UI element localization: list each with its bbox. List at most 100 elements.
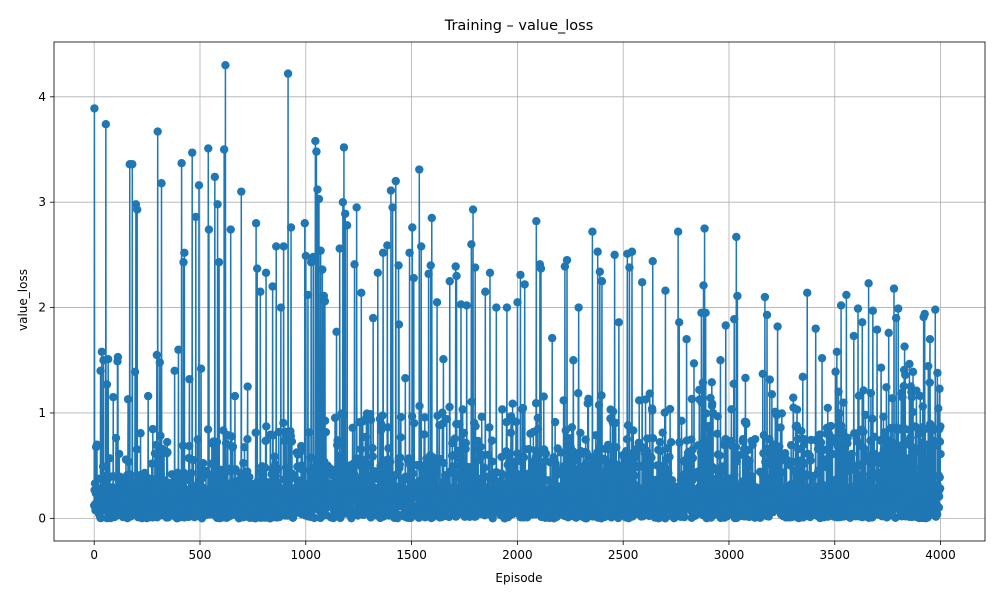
data-point — [687, 435, 696, 444]
data-point — [506, 428, 516, 437]
data-point — [420, 413, 429, 422]
data-point — [96, 513, 105, 523]
data-point — [716, 356, 725, 365]
data-point — [816, 438, 826, 447]
data-point — [132, 205, 142, 214]
data-point — [920, 309, 929, 319]
data-point — [114, 449, 124, 459]
data-point — [828, 449, 837, 459]
data-point — [261, 436, 270, 446]
x-tick-label: 0 — [90, 548, 98, 562]
data-point — [484, 450, 493, 460]
data-point — [898, 393, 907, 402]
data-point — [520, 280, 529, 289]
data-point — [147, 459, 156, 468]
data-point — [905, 359, 914, 369]
data-point — [811, 324, 820, 333]
data-point — [405, 475, 414, 485]
x-tick-label: 4000 — [925, 548, 956, 562]
data-point — [330, 413, 340, 423]
data-point — [268, 282, 277, 291]
data-point — [124, 457, 133, 466]
data-point — [591, 431, 600, 440]
y-tick-label: 1 — [38, 406, 46, 420]
data-point — [194, 181, 204, 190]
data-point — [647, 453, 656, 462]
data-point — [793, 434, 803, 444]
data-point — [456, 461, 465, 471]
data-point — [185, 375, 194, 384]
data-point — [300, 219, 309, 228]
data-point — [858, 470, 868, 479]
data-point — [218, 476, 227, 485]
data-point — [381, 465, 390, 474]
data-point — [251, 219, 261, 228]
data-point — [560, 262, 570, 271]
data-point — [730, 314, 739, 324]
data-point — [306, 453, 315, 462]
data-point — [396, 433, 405, 442]
data-point — [445, 277, 454, 286]
data-point — [731, 442, 741, 452]
data-point — [899, 381, 908, 391]
data-point — [859, 386, 868, 395]
data-point — [574, 303, 583, 312]
data-point — [561, 426, 570, 435]
data-point — [556, 448, 566, 457]
data-point — [511, 468, 520, 478]
data-point — [126, 470, 135, 479]
data-point — [936, 449, 945, 459]
data-point — [904, 425, 914, 434]
data-point — [767, 390, 777, 399]
data-point — [789, 393, 798, 402]
data-point — [806, 456, 815, 465]
data-point — [559, 462, 568, 471]
data-point — [610, 250, 619, 260]
data-point — [868, 414, 877, 423]
data-point — [157, 179, 166, 188]
data-point — [90, 104, 99, 113]
data-point — [741, 373, 750, 383]
y-axis-label: value_loss — [16, 269, 30, 331]
data-point — [271, 471, 280, 481]
data-point — [132, 445, 142, 454]
data-point — [559, 396, 568, 405]
data-point — [817, 353, 827, 363]
data-point — [697, 398, 706, 407]
data-point — [797, 426, 806, 436]
data-point — [487, 436, 497, 445]
data-point — [105, 454, 114, 463]
data-point — [641, 395, 650, 404]
data-point — [177, 158, 186, 168]
data-point — [839, 398, 848, 407]
data-point — [432, 469, 441, 478]
data-point — [859, 444, 869, 454]
data-point — [634, 396, 644, 405]
data-point — [480, 463, 489, 472]
data-point — [187, 148, 197, 157]
data-point — [648, 433, 658, 443]
data-point — [658, 428, 667, 437]
data-point — [467, 240, 476, 249]
data-point — [565, 433, 574, 443]
data-point — [240, 443, 249, 452]
data-point — [485, 268, 495, 277]
data-point — [823, 403, 832, 413]
data-point — [376, 426, 386, 435]
data-point — [286, 223, 296, 232]
data-point — [394, 320, 404, 329]
data-point — [313, 185, 322, 194]
data-point — [213, 200, 222, 209]
data-point — [775, 442, 784, 451]
data-point — [597, 391, 606, 400]
data-point — [204, 144, 213, 153]
data-point — [861, 410, 870, 420]
data-point — [581, 435, 590, 444]
data-point — [742, 419, 751, 429]
data-point — [661, 514, 670, 523]
data-point — [849, 331, 858, 341]
data-point — [439, 355, 448, 364]
x-tick-label: 3500 — [819, 548, 850, 562]
data-point — [747, 472, 757, 481]
data-point — [439, 458, 448, 468]
